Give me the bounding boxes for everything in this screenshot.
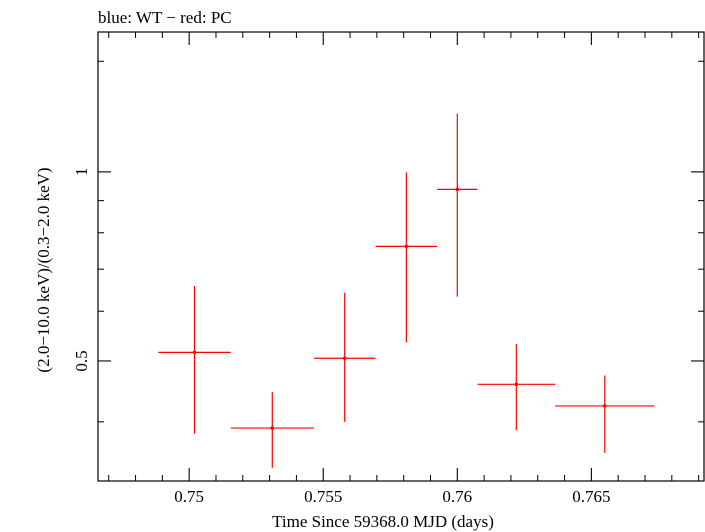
y-axis: 0.51 [72,60,704,423]
plot-frame [97,31,705,482]
data-point [158,286,231,434]
x-tick-label: 0.765 [572,487,610,506]
data-marker [455,187,460,192]
x-tick-label: 0.75 [174,487,204,506]
data-marker [602,404,607,408]
x-axis: 0.75 0.755 0.76 0.765 [108,32,700,506]
data-marker [342,356,347,361]
data-marker [270,426,275,430]
data-point [375,172,438,343]
x-axis-label: Time Since 59368.0 MJD (days) [272,512,494,531]
y-tick-label: 1 [72,168,91,177]
data-series-pc [158,113,655,468]
data-point [230,392,314,468]
data-point [555,375,655,453]
data-point [477,344,556,431]
y-tick-label: 0.5 [72,350,91,371]
data-marker [192,350,197,355]
chart-title: blue: WT − red: PC [98,8,232,27]
data-marker [514,382,519,387]
data-point [437,113,478,297]
y-axis-label: (2.0−10.0 keV)/(0.3−2.0 keV) [34,167,53,372]
x-tick-label: 0.76 [442,487,472,506]
data-point [313,292,376,422]
data-marker [404,244,409,249]
x-tick-label: 0.755 [304,487,342,506]
